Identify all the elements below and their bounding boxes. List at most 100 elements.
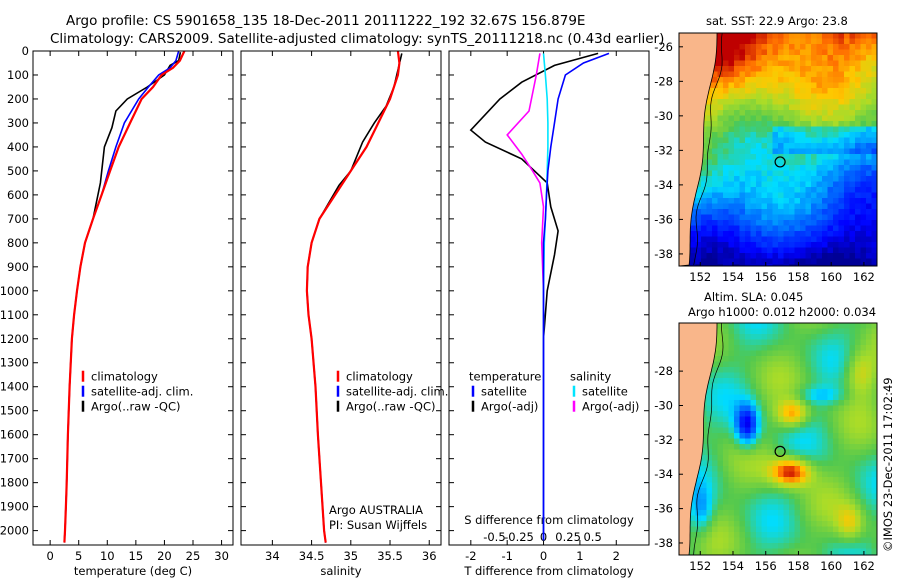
land-mass [679,33,718,266]
map-cell [695,477,702,483]
map-cell [761,433,768,439]
map-cell [690,209,696,215]
map-cell [706,253,713,259]
legend-label: temperature [469,370,541,384]
map-cell [844,361,850,368]
map-cell [860,71,867,78]
map-cell [822,159,828,166]
map-cell [690,499,696,505]
map-cell [816,44,823,50]
map-cell [756,389,762,395]
map-cell [827,148,834,155]
map-cell [767,192,773,199]
map-cell [734,400,740,406]
map-cell [866,422,872,428]
map-cell [811,203,817,210]
map-cell [855,231,861,237]
map-cell [860,192,867,199]
map-cell [855,143,861,149]
map-cell [816,521,823,527]
map-cell [750,433,757,439]
map-cell [855,510,861,516]
map-cell [783,532,790,538]
map-cell [855,405,861,412]
map-cell [723,132,729,138]
map-cell [750,236,757,243]
map-cell [805,148,812,155]
map-cell [789,367,795,373]
map-cell [734,383,740,390]
map-cell [695,471,702,478]
map-cell [772,258,779,265]
map-cell [860,356,867,362]
map-cell [844,471,850,478]
map-cell [778,71,784,78]
map-cell [701,499,707,505]
map-cell [750,499,757,505]
map-cell [794,521,801,527]
map-cell [734,356,740,362]
map-cell [827,115,834,122]
map-cell [756,515,762,522]
map-cell [767,148,773,155]
map-cell [805,159,812,166]
map-cell [745,220,751,226]
map-cell [816,383,823,390]
map-cell [844,350,850,357]
map-cell [723,405,729,412]
map-cell [728,154,735,160]
map-cell [695,521,702,527]
map-cell [761,165,768,171]
map-cell [866,71,872,78]
map-cell [805,132,812,138]
map-cell [761,148,768,155]
map-cell [767,510,773,516]
map-cell [827,433,834,439]
y-tick-label: 100 [7,68,29,82]
map-cell [745,339,751,346]
map-cell [783,323,790,329]
map-cell [695,253,702,259]
map-cell [794,132,801,138]
map-cell [871,367,877,373]
map-cell [728,444,735,450]
map-cell [717,411,724,417]
map-cell [778,339,784,346]
map-cell [750,231,757,237]
map-cell [734,214,740,221]
map-cell [833,198,839,204]
map-cell [717,198,724,204]
map-cell [833,345,839,351]
map-cell [706,93,713,100]
map-cell [723,510,729,516]
map-cell [734,225,740,232]
map-cell [706,104,713,111]
map-cell [745,427,751,434]
map-cell [871,181,877,188]
map-cell [756,214,762,221]
map-cell [871,521,877,527]
map-cell [717,372,724,379]
map-cell [866,427,872,434]
map-cell [706,132,713,138]
map-cell [866,203,872,210]
map-cell [816,515,823,522]
map-cell [871,328,877,335]
map-x-tick-label: 162 [853,559,875,573]
map-cell [833,521,839,527]
map-cell [794,427,801,434]
map-cell [695,192,702,199]
map-cell [855,181,861,188]
map-cell [871,422,877,428]
map-cell [783,328,790,335]
map-cell [717,209,724,215]
map-cell [838,253,845,259]
map-cell [701,165,707,171]
map-cell [706,383,713,390]
map-cell [800,389,806,395]
map-cell [849,482,856,489]
map-cell [739,126,746,133]
map-cell [827,383,834,390]
map-cell [805,93,812,100]
map-cell [717,356,724,362]
